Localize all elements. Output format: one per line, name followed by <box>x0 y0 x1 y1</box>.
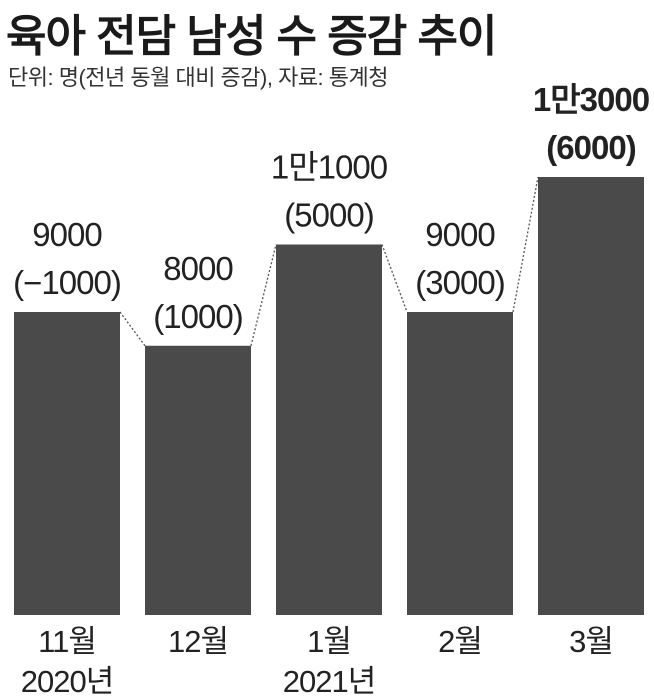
value-label: 1만1000 <box>271 149 388 186</box>
connector-line <box>512 176 539 313</box>
chart-title: 육아 전담 남성 수 증감 추이 <box>6 12 497 61</box>
category-sublabel: 2021년 <box>283 664 375 699</box>
bar <box>145 345 251 615</box>
bar <box>538 177 644 615</box>
category-label: 11월 <box>38 624 96 659</box>
value-label: 9000 <box>32 216 102 253</box>
value-label: 9000 <box>425 216 495 253</box>
value-label: 1만3000 <box>533 81 649 118</box>
change-label: (5000) <box>284 197 373 234</box>
change-label: (−1000) <box>13 264 121 301</box>
category-label: 12월 <box>168 624 228 659</box>
connector-line <box>381 244 408 313</box>
category-label: 2월 <box>438 624 482 659</box>
change-label: (3000) <box>415 264 504 301</box>
change-label: (6000) <box>546 129 635 166</box>
bar <box>14 312 120 615</box>
bar <box>407 312 513 615</box>
bar <box>276 244 382 615</box>
category-sublabel: 2020년 <box>21 664 113 699</box>
category-label: 3월 <box>569 624 613 659</box>
category-label: 1월 <box>307 624 351 659</box>
connector-line <box>250 244 277 346</box>
connector-line <box>119 311 146 347</box>
value-label: 8000 <box>163 250 233 287</box>
chart-subtitle: 단위: 명(전년 동월 대비 증감), 자료: 통계청 <box>8 65 389 90</box>
change-label: (1000) <box>153 298 242 335</box>
